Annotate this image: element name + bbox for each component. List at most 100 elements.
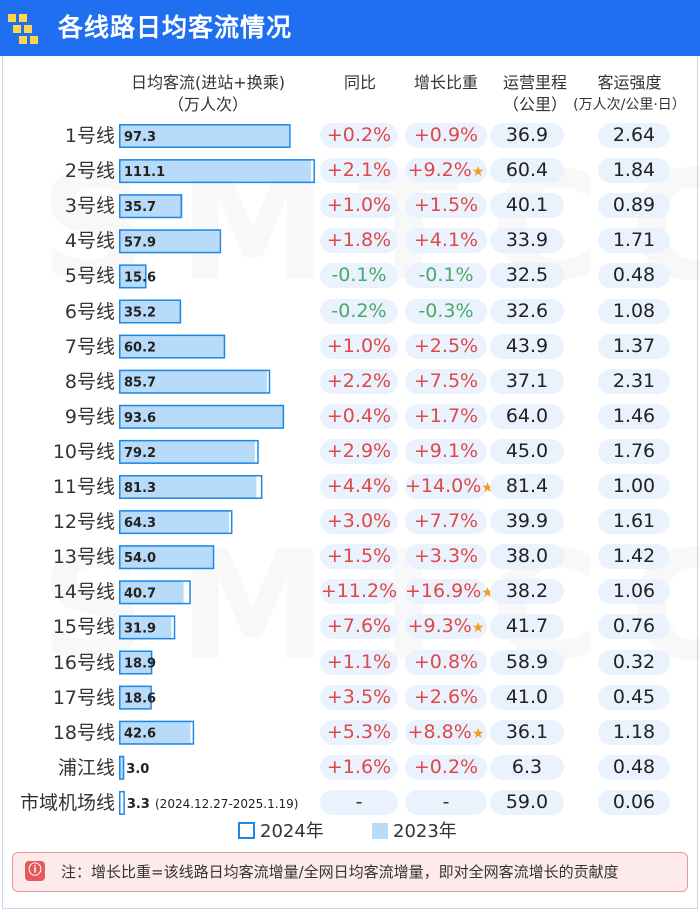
flow-column-header: 日均客流(进站+换乘) （万人次） xyxy=(131,73,285,114)
length-value: 58.9 xyxy=(490,649,564,675)
footnote-text: 注：增长比重=该线路日均客流增量/全网日均客流增量，即对全网客流增长的贡献度 xyxy=(61,863,619,881)
line-label: 13号线 xyxy=(52,546,115,569)
yoy-value: +0.4% xyxy=(320,403,398,429)
chart-frame xyxy=(2,56,698,909)
line-label: 14号线 xyxy=(52,581,115,604)
line-label: 4号线 xyxy=(64,230,115,253)
yoy-value: +2.2% xyxy=(320,368,398,394)
length-value: 33.9 xyxy=(490,228,564,254)
intensity-value: 0.06 xyxy=(598,789,670,815)
line-label: 10号线 xyxy=(52,440,115,463)
intensity-value: 2.31 xyxy=(598,368,670,394)
yoy-value: +1.1% xyxy=(320,649,398,675)
length-value: 60.4 xyxy=(490,158,564,184)
length-value: 64.0 xyxy=(490,403,564,429)
intensity-value: 1.76 xyxy=(598,438,670,464)
length-value: 45.0 xyxy=(490,438,564,464)
legend-outline-swatch xyxy=(238,822,255,839)
yoy-value: - xyxy=(320,789,398,815)
line-label: 12号线 xyxy=(52,511,115,534)
intensity-value: 1.42 xyxy=(598,544,670,570)
share-value: +0.2% xyxy=(405,754,487,780)
share-value: +14.0%★ xyxy=(405,474,494,499)
logo-icon xyxy=(8,14,38,44)
intensity-value: 1.46 xyxy=(598,403,670,429)
star-icon: ★ xyxy=(471,164,485,181)
intensity-value: 0.89 xyxy=(598,193,670,219)
share-value: +3.3% xyxy=(405,544,487,570)
star-icon: ★ xyxy=(471,620,485,637)
yoy-value: +1.8% xyxy=(320,228,398,254)
length-value: 81.4 xyxy=(490,474,564,499)
length-value: 38.0 xyxy=(490,544,564,570)
share-value: +16.9%★ xyxy=(405,579,494,605)
length-value: 41.7 xyxy=(490,614,564,640)
star-icon: ★ xyxy=(471,725,485,742)
yoy-value: +1.6% xyxy=(320,754,398,780)
intensity-value: 1.06 xyxy=(598,579,670,605)
yoy-value: +1.0% xyxy=(320,333,398,359)
footnote: ⓘ 注：增长比重=该线路日均客流增量/全网日均客流增量，即对全网客流增长的贡献度 xyxy=(12,852,688,892)
line-label: 浦江线 xyxy=(57,756,115,779)
share-value: +4.1% xyxy=(405,228,487,254)
yoy-column-header: 同比 xyxy=(343,73,376,92)
intensity-value: 2.64 xyxy=(598,123,670,148)
legend-2023: 2023年 xyxy=(372,820,457,844)
yoy-value: +0.2% xyxy=(320,123,398,148)
share-value: +9.3%★ xyxy=(405,614,487,640)
intensity-value: 0.76 xyxy=(598,614,670,640)
intensity-value: 0.48 xyxy=(598,754,670,780)
length-value: 37.1 xyxy=(490,368,564,394)
line-label: 15号线 xyxy=(52,616,115,639)
intensity-column-header: 客运强度 (万人次/公里·日） xyxy=(573,73,686,113)
intensity-value: 0.45 xyxy=(598,684,670,710)
line-label: 11号线 xyxy=(52,476,115,498)
yoy-value: -0.1% xyxy=(320,263,398,289)
yoy-value: +11.2% xyxy=(320,579,398,605)
share-column-header: 增长比重 xyxy=(413,73,478,92)
line-label: 6号线 xyxy=(64,300,115,323)
yoy-value: +4.4% xyxy=(320,474,398,499)
yoy-value: +2.1% xyxy=(320,158,398,184)
yoy-value: +7.6% xyxy=(320,614,398,640)
share-value: +2.5% xyxy=(405,333,487,359)
length-value: 36.9 xyxy=(490,123,564,148)
line-label: 8号线 xyxy=(64,370,115,393)
intensity-value: 1.18 xyxy=(598,719,670,745)
length-value: 40.1 xyxy=(490,193,564,219)
yoy-value: +3.5% xyxy=(320,684,398,710)
yoy-value: -0.2% xyxy=(320,298,398,324)
line-label: 5号线 xyxy=(64,265,115,288)
length-value: 39.9 xyxy=(490,509,564,535)
line-label: 市域机场线 xyxy=(19,791,115,814)
line-label: 17号线 xyxy=(52,686,115,709)
share-value: +2.6% xyxy=(405,684,487,710)
page-title: 各线路日均客流情况 xyxy=(58,13,293,42)
intensity-value: 1.37 xyxy=(598,333,670,359)
share-value: -0.1% xyxy=(405,263,487,289)
share-value: +8.8%★ xyxy=(405,719,487,745)
intensity-value: 1.61 xyxy=(598,509,670,535)
length-column-header: 运营里程 （公里） xyxy=(502,73,567,114)
share-value: - xyxy=(405,789,487,815)
line-label: 3号线 xyxy=(64,195,115,218)
legend-2024: 2024年 xyxy=(238,820,324,844)
length-value: 41.0 xyxy=(490,684,564,710)
intensity-value: 0.48 xyxy=(598,263,670,289)
intensity-value: 1.00 xyxy=(598,474,670,499)
info-icon: ⓘ xyxy=(25,861,45,881)
title-bar: 各线路日均客流情况 xyxy=(0,0,700,56)
length-value: 6.3 xyxy=(490,754,564,780)
intensity-value: 1.71 xyxy=(598,228,670,254)
length-value: 32.5 xyxy=(490,263,564,289)
intensity-value: 1.84 xyxy=(598,158,670,184)
share-value: +9.2%★ xyxy=(405,158,487,184)
length-value: 59.0 xyxy=(490,789,564,815)
line-label: 9号线 xyxy=(64,405,115,428)
legend-fill-swatch xyxy=(372,823,388,839)
share-value: +7.5% xyxy=(405,368,487,394)
yoy-value: +1.0% xyxy=(320,193,398,219)
yoy-value: +2.9% xyxy=(320,438,398,464)
share-value: +1.7% xyxy=(405,403,487,429)
yoy-value: +1.5% xyxy=(320,544,398,570)
